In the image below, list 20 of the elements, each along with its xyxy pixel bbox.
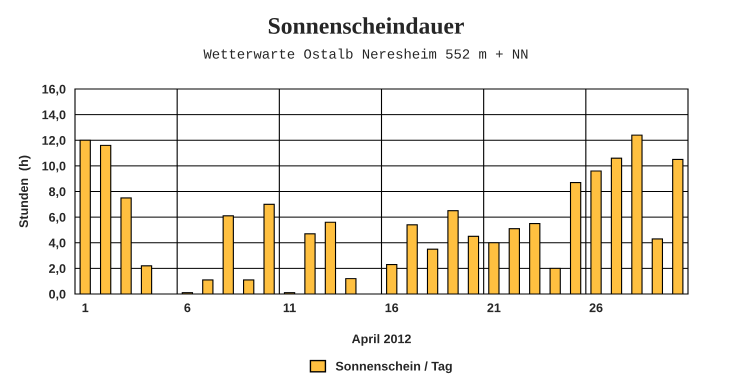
y-tick-label: 6,0 [49,212,66,224]
x-tick-label: 1 [82,303,88,312]
y-tick-label: 12,0 [42,136,66,147]
x-tick-label: 26 [590,303,603,312]
y-tick-label: 0,0 [49,290,66,300]
x-tick-label: 16 [386,303,398,312]
x-tick-label: 6 [184,303,190,312]
x-axis-title: April 2012 [352,334,411,346]
y-tick-label: 2,0 [49,264,66,275]
chart-title: Sonnenscheindauer [268,17,464,34]
legend-label: Sonnenschein / Tag [336,361,452,374]
chart-subtitle: Wetterwarte Ostalb Neresheim 552 m + NN [203,48,528,59]
x-tick-label: 21 [487,303,500,312]
y-tick-label: 8,0 [48,187,66,198]
y-tick-label: 4,0 [48,238,66,250]
y-tick-label: 14,0 [42,110,66,122]
y-tick-label: 16,0 [42,84,66,96]
y-axis-title: Stunden (h) [18,156,31,228]
y-tick-label: 10,0 [42,162,66,172]
x-tick-label: 11 [284,303,296,312]
